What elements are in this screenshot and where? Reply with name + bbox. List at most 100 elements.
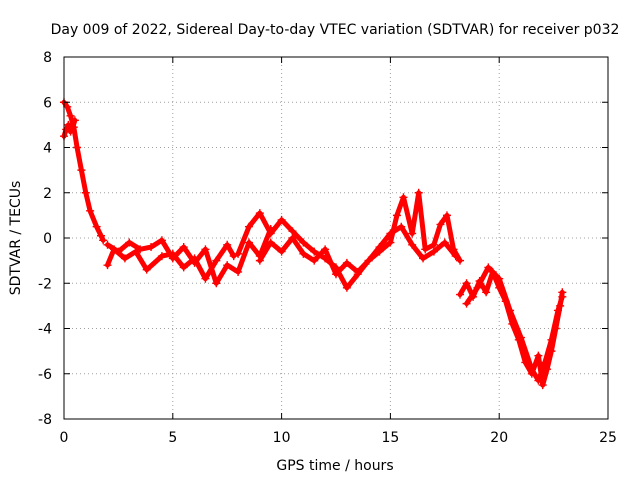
data-point bbox=[399, 193, 408, 202]
data-point bbox=[92, 222, 101, 231]
data-point bbox=[255, 256, 264, 265]
data-point bbox=[64, 120, 73, 129]
data-point bbox=[190, 258, 199, 267]
y-tick-labels: -8 -6 -4 -2 0 2 4 6 8 bbox=[38, 50, 52, 428]
data-point bbox=[136, 245, 145, 254]
data-point bbox=[408, 240, 417, 249]
data-point bbox=[534, 351, 543, 360]
data-point bbox=[201, 274, 210, 283]
y-tick-label: -8 bbox=[38, 412, 52, 428]
data-point bbox=[201, 245, 210, 254]
data-point bbox=[332, 270, 340, 279]
data-point bbox=[553, 306, 562, 315]
data-point bbox=[353, 267, 362, 276]
data-point bbox=[451, 252, 460, 261]
data-point bbox=[440, 238, 449, 247]
data-point bbox=[429, 240, 438, 249]
data-point bbox=[157, 252, 166, 261]
data-point bbox=[212, 279, 221, 288]
data-point bbox=[321, 245, 330, 254]
data-point bbox=[157, 236, 166, 245]
data-point bbox=[392, 211, 401, 220]
data-point bbox=[266, 238, 275, 247]
data-point bbox=[212, 256, 221, 265]
data-point bbox=[462, 299, 471, 308]
data-point bbox=[421, 245, 430, 254]
data-point bbox=[147, 243, 156, 252]
data-point bbox=[288, 227, 297, 236]
data-point bbox=[99, 236, 108, 245]
data-point bbox=[223, 261, 232, 270]
data-point bbox=[66, 127, 75, 136]
data-point bbox=[506, 306, 515, 315]
data-point bbox=[73, 143, 82, 152]
data-point bbox=[288, 234, 297, 242]
data-point bbox=[442, 211, 451, 220]
data-point bbox=[534, 376, 543, 385]
data-point bbox=[70, 116, 79, 125]
data-point bbox=[168, 254, 177, 263]
data-point bbox=[473, 283, 482, 292]
series-sdtvar-pass2 bbox=[103, 224, 275, 288]
data-point bbox=[547, 335, 556, 344]
x-tick-label: 10 bbox=[273, 430, 291, 446]
y-tick-label: 4 bbox=[43, 141, 52, 157]
data-point bbox=[386, 229, 395, 238]
series-sdtvar-pass4 bbox=[255, 222, 460, 279]
data-point bbox=[103, 240, 112, 249]
data-point bbox=[179, 243, 188, 252]
series-sdtvar bbox=[60, 98, 108, 245]
data-point bbox=[386, 238, 395, 247]
data-point bbox=[255, 209, 264, 218]
y-tick-label: 6 bbox=[43, 95, 52, 111]
data-point bbox=[310, 247, 319, 256]
x-tick-label: 25 bbox=[599, 430, 617, 446]
y-tick-label: -6 bbox=[38, 367, 52, 383]
data-point bbox=[277, 247, 286, 256]
data-point bbox=[540, 358, 549, 367]
data-point bbox=[103, 261, 112, 270]
series-layer bbox=[60, 98, 567, 390]
data-point bbox=[66, 111, 75, 120]
x-tick-labels: 0 5 10 15 20 25 bbox=[60, 430, 617, 446]
data-point bbox=[495, 274, 504, 283]
data-point bbox=[234, 267, 243, 276]
data-point bbox=[244, 222, 253, 231]
series-sdtvar-pass6 bbox=[462, 263, 567, 385]
data-point bbox=[375, 243, 384, 252]
data-point bbox=[429, 247, 438, 256]
data-point bbox=[419, 254, 428, 263]
data-point bbox=[538, 381, 547, 390]
data-point bbox=[223, 240, 232, 249]
x-tick-label: 20 bbox=[490, 430, 508, 446]
x-tick-label: 5 bbox=[168, 430, 177, 446]
data-point bbox=[86, 206, 95, 215]
grid bbox=[64, 57, 608, 419]
data-point bbox=[527, 365, 536, 374]
y-tick-label: 0 bbox=[43, 231, 52, 247]
data-point bbox=[142, 265, 151, 274]
data-point bbox=[266, 229, 275, 238]
data-point bbox=[364, 256, 373, 265]
data-point bbox=[125, 238, 134, 247]
data-point bbox=[558, 292, 567, 301]
y-tick-label: 8 bbox=[43, 50, 52, 66]
data-point bbox=[234, 249, 243, 258]
y-tick-label: -2 bbox=[38, 276, 52, 292]
ticks bbox=[63, 56, 609, 420]
data-point bbox=[120, 254, 129, 263]
data-point bbox=[77, 166, 86, 175]
data-point bbox=[96, 231, 105, 240]
data-point bbox=[244, 238, 253, 247]
y-tick-label: -4 bbox=[38, 322, 52, 338]
data-point bbox=[414, 188, 423, 197]
data-point bbox=[229, 252, 238, 261]
data-point bbox=[114, 247, 123, 256]
data-point bbox=[299, 249, 308, 258]
data-point bbox=[456, 256, 465, 265]
data-point bbox=[299, 238, 308, 247]
data-point bbox=[516, 333, 525, 342]
data-point bbox=[482, 288, 491, 297]
data-point bbox=[81, 188, 90, 197]
